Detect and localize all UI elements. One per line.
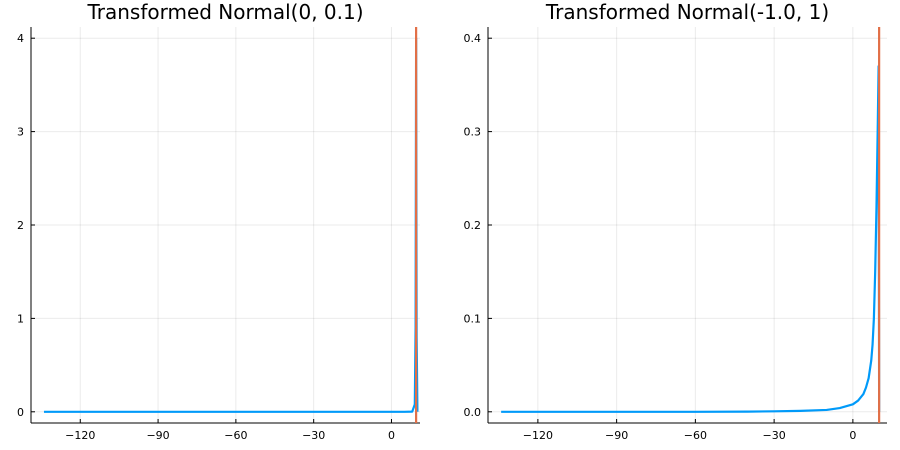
y-tick-label: 0 xyxy=(17,406,24,419)
x-tick-label: −90 xyxy=(146,429,169,442)
y-tick-label: 1 xyxy=(17,312,24,325)
chart-title: Transformed Normal(-1.0, 1) xyxy=(545,0,829,24)
y-tick-label: 0.1 xyxy=(464,312,482,325)
density-line xyxy=(501,65,881,413)
y-tick-label: 0.2 xyxy=(464,219,482,232)
y-tick-label: 4 xyxy=(17,32,24,45)
y-tick-label: 0.4 xyxy=(464,32,482,45)
y-tick-label: 0.0 xyxy=(464,406,482,419)
y-tick-label: 3 xyxy=(17,126,24,139)
x-tick-label: −60 xyxy=(224,429,247,442)
subplot-left: −120 −90 −60 −30 0 0 1 2 3 4 Transformed Normal(0,… xyxy=(17,0,420,442)
y-tick-label: 2 xyxy=(17,219,24,232)
y-tick-label: 0.3 xyxy=(464,126,482,139)
x-tick-label: 0 xyxy=(388,429,395,442)
x-tick-label: −120 xyxy=(65,429,95,442)
x-tick-label: −30 xyxy=(763,429,786,442)
subplot-right: −120 −90 −60 −30 0 0.0 0.1 0.2 0.3 0.4 Transformed… xyxy=(464,0,887,442)
x-tick-label: −60 xyxy=(684,429,707,442)
x-tick-label: 0 xyxy=(849,429,856,442)
x-tick-label: −120 xyxy=(523,429,553,442)
x-tick-label: −30 xyxy=(302,429,325,442)
x-tick-label: −90 xyxy=(605,429,628,442)
chart-title: Transformed Normal(0, 0.1) xyxy=(86,0,363,24)
